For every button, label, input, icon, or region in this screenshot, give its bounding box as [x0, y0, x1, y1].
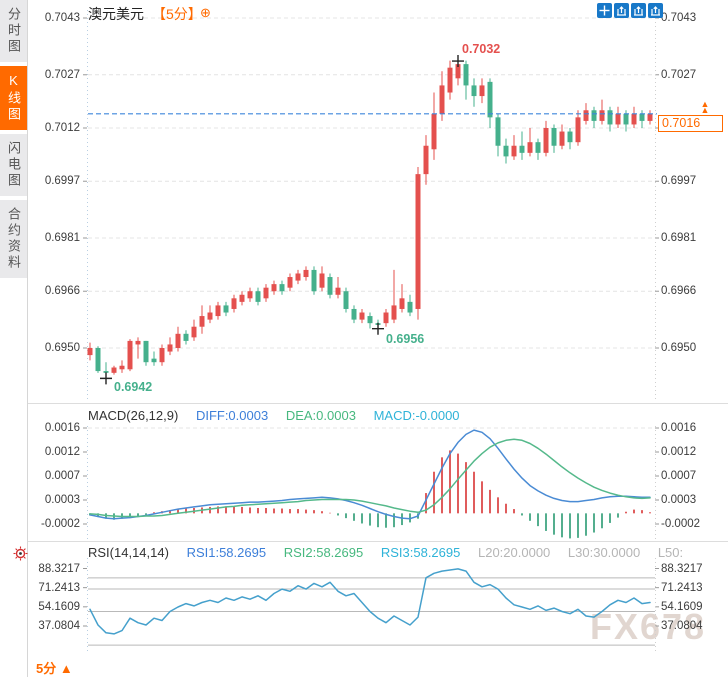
rsi-l20-value: L20:20.0000: [477, 545, 551, 560]
y-axis-label: 0.0003: [661, 494, 697, 506]
pan-right-icon[interactable]: [648, 3, 663, 18]
y-axis-label: 0.0016: [44, 422, 80, 434]
y-axis-label: 0.7027: [661, 68, 697, 81]
y-axis-label: 0.6950: [661, 342, 697, 354]
y-axis-label: 54.1609: [661, 600, 703, 613]
y-axis-label: 0.0012: [661, 446, 697, 458]
y-axis-label: 37.0804: [661, 620, 703, 632]
rsi-header: RSI(14,14,14) RSI1:58.2695 RSI2:58.2695 …: [88, 545, 697, 560]
crosshair-move-icon[interactable]: [597, 3, 612, 18]
y-axis-label: -0.0002: [661, 518, 701, 530]
y-axis-label: 0.6966: [661, 285, 697, 298]
y-axis-label: 0.0007: [661, 470, 697, 482]
rsi-l30-value: L30:30.0000: [567, 545, 641, 560]
y-axis-label: 0.6997: [44, 175, 80, 188]
pullback-low-label: 0.6956: [386, 331, 425, 346]
y-axis-label: 0.6997: [661, 175, 697, 188]
rsi-name: RSI(14,14,14): [88, 545, 169, 560]
y-axis-label: -0.0002: [40, 518, 80, 530]
bottom-bar: 5分 ▲: [28, 656, 728, 677]
macd-dea-value: DEA:0.0003: [285, 408, 356, 423]
y-axis-label: 71.2413: [38, 581, 80, 594]
panel-divider: [28, 403, 728, 404]
y-axis-label: 0.6981: [44, 232, 80, 244]
macd-name: MACD(26,12,9): [88, 408, 179, 423]
add-indicator-icon[interactable]: ⊕: [200, 5, 211, 20]
rsi-l50-value: L50:: [657, 545, 684, 560]
y-axis-label: 37.0804: [38, 620, 80, 632]
y-axis-label: 88.3217: [661, 562, 703, 575]
sidebar-item-2[interactable]: 闪电图: [0, 134, 27, 196]
macd-header: MACD(26,12,9) DIFF:0.0003 DEA:0.0003 MAC…: [88, 408, 474, 423]
y-axis-label: 0.7043: [661, 12, 697, 24]
sidebar-item-3[interactable]: 合约资料: [0, 200, 27, 278]
y-axis-label: 54.1609: [38, 600, 80, 613]
macd-histogram: [89, 450, 651, 539]
y-axis-label: 71.2413: [661, 581, 703, 594]
sidebar-item-1[interactable]: K线图: [0, 66, 27, 130]
candlestick-series: [87, 57, 653, 377]
current-price-tag: 0.7016: [658, 114, 723, 132]
period-selector[interactable]: 5分 ▲: [36, 661, 73, 676]
axis-zoom-in-icon[interactable]: [614, 3, 629, 18]
watermark: FX678: [590, 606, 707, 647]
symbol-title: 澳元美元: [88, 6, 144, 22]
y-axis-label: 0.0016: [661, 422, 697, 434]
indicator-settings-icon[interactable]: [13, 546, 28, 561]
chart-toolbar: [597, 3, 663, 18]
price-up-arrows: ▲ ▲: [700, 98, 710, 115]
axis-zoom-out-icon[interactable]: [631, 3, 646, 18]
y-axis-label: 0.6981: [661, 232, 697, 244]
sidebar-item-0[interactable]: 分时图: [0, 0, 27, 62]
high-price-label: 0.7032: [462, 42, 501, 57]
y-axis-label: 0.7012: [44, 122, 80, 134]
rsi3-value: RSI3:58.2695: [380, 545, 461, 560]
y-axis-label: 0.0007: [44, 470, 80, 482]
y-axis-label: 88.3217: [38, 562, 80, 575]
panel-divider: [28, 541, 728, 542]
y-axis-label: 0.7043: [44, 12, 80, 24]
y-axis-label: 0.6950: [44, 342, 80, 354]
macd-diff-value: DIFF:0.0003: [195, 408, 269, 423]
y-axis-label: 0.0012: [44, 446, 80, 458]
rsi2-value: RSI2:58.2695: [283, 545, 364, 560]
y-axis-label: 0.6966: [44, 285, 80, 298]
macd-hist-value: MACD:-0.0000: [373, 408, 460, 423]
low-price-label: 0.6942: [114, 380, 153, 395]
rsi1-value: RSI1:58.2695: [186, 545, 267, 560]
y-axis-label: 0.7027: [44, 68, 80, 81]
period-badge: 【5分】: [152, 6, 202, 22]
y-axis-label: 0.0003: [44, 494, 80, 506]
chart-type-sidebar: 分时图 K线图闪电图合约资料: [0, 0, 28, 677]
